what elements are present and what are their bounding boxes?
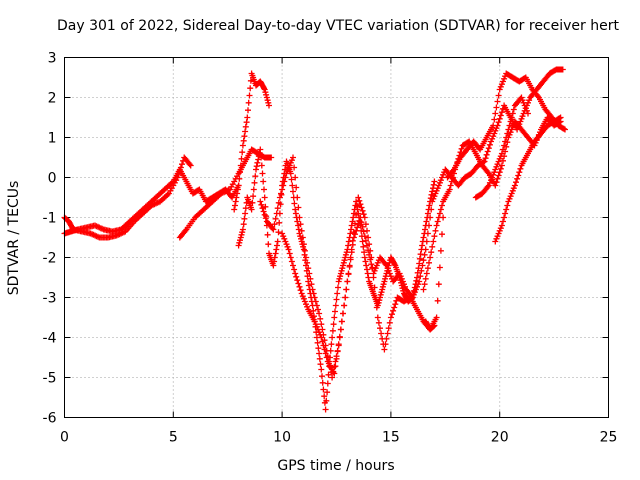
series-points <box>235 146 438 413</box>
series-points <box>176 146 275 241</box>
series-points <box>444 70 568 181</box>
series-points <box>257 154 447 381</box>
plot-frame <box>64 57 609 418</box>
x-tick-label: 0 <box>60 430 69 446</box>
y-axis-label: SDTVAR / TECUs <box>6 181 22 296</box>
chart-title: Day 301 of 2022, Sidereal Day-to-day VTE… <box>57 18 619 34</box>
y-tick-label: 3 <box>48 51 57 67</box>
y-tick-label: 1 <box>48 131 57 147</box>
y-tick-label: -5 <box>43 371 57 387</box>
x-axis-label: GPS time / hours <box>277 458 394 474</box>
x-tick-label: 20 <box>491 430 509 446</box>
series-points <box>472 94 531 201</box>
series-s12 <box>422 318 438 333</box>
y-tick-label: 2 <box>48 91 57 107</box>
data-series <box>61 66 568 413</box>
series-s9 <box>444 70 568 181</box>
series-s11 <box>472 94 531 201</box>
series-s3 <box>176 146 275 241</box>
y-tick-label: -3 <box>43 291 57 307</box>
y-tick-label: -1 <box>43 211 57 227</box>
series-points <box>492 114 564 245</box>
y-tick-label: 0 <box>48 171 57 187</box>
series-points <box>231 70 272 213</box>
x-tick-label: 25 <box>600 430 618 446</box>
y-tick-label: -2 <box>43 251 57 267</box>
series-s10 <box>492 114 564 245</box>
series-s4 <box>231 70 272 213</box>
series-points <box>422 318 438 333</box>
x-tick-label: 5 <box>169 430 178 446</box>
y-tick-label: -4 <box>43 331 57 347</box>
series-s5 <box>235 146 438 413</box>
axis-ticks: 0 5 10 15 20 25 -6 -5 -4 -3 -2 -1 0 1 2 3 <box>43 51 618 446</box>
x-tick-label: 15 <box>382 430 400 446</box>
series-s8 <box>420 114 564 293</box>
y-tick-label: -6 <box>43 411 57 427</box>
series-points <box>279 66 566 377</box>
series-s6 <box>257 154 447 381</box>
x-tick-label: 10 <box>273 430 291 446</box>
series-s7 <box>279 66 566 377</box>
series-points <box>420 114 564 293</box>
